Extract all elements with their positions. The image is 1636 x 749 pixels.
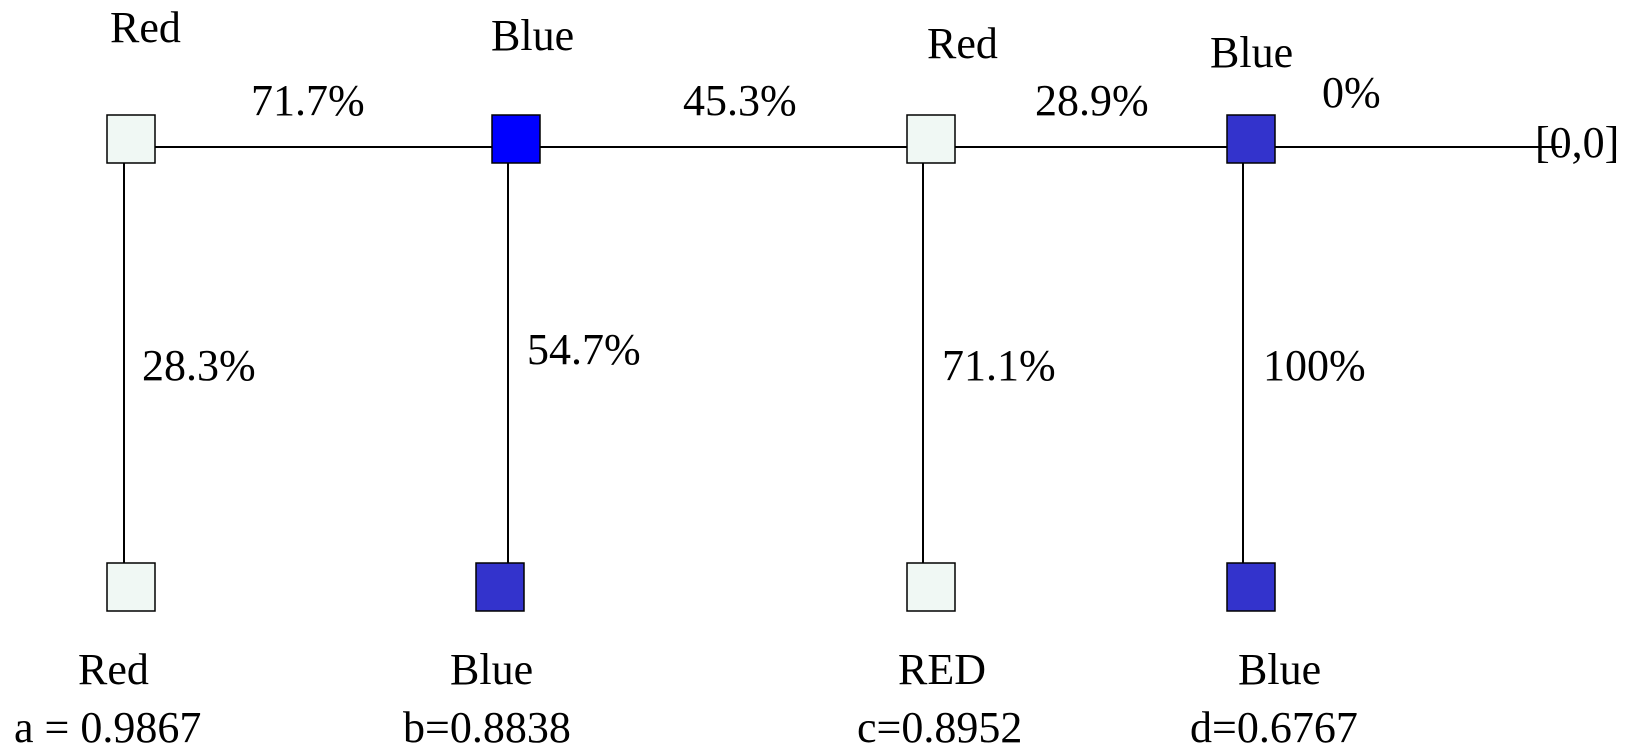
branch-edge-d-label: 100% xyxy=(1263,341,1366,390)
top-node-1-label: Red xyxy=(110,3,181,52)
top-node-2-label: Blue xyxy=(491,11,574,60)
leaf-d-label: Blue xyxy=(1238,645,1321,694)
top-node-3 xyxy=(906,114,956,164)
leaf-c-label: RED xyxy=(898,645,986,694)
leaf-b-label: Blue xyxy=(450,645,533,694)
top-node-4 xyxy=(1226,114,1276,164)
top-node-2 xyxy=(491,114,541,164)
leaf-a-value: a = 0.9867 xyxy=(14,703,201,749)
spine-edge-1-label: 71.7% xyxy=(251,76,365,125)
terminal-label: [0,0] xyxy=(1535,118,1619,167)
top-node-4-label: Blue xyxy=(1210,28,1293,77)
spine-edge-2-label: 45.3% xyxy=(683,76,797,125)
leaf-node-a xyxy=(106,562,156,612)
leaf-c-value: c=0.8952 xyxy=(857,703,1022,749)
leaf-d-value: d=0.6767 xyxy=(1190,703,1358,749)
branch-edge-a-label: 28.3% xyxy=(142,341,256,390)
spine-edge-3-label: 28.9% xyxy=(1035,76,1149,125)
leaf-node-c xyxy=(906,562,956,612)
spine-edge-4-label: 0% xyxy=(1322,68,1381,117)
top-node-3-label: Red xyxy=(927,19,998,68)
branch-edge-c-label: 71.1% xyxy=(942,341,1056,390)
leaf-a-label: Red xyxy=(78,645,149,694)
branch-edge-b-label: 54.7% xyxy=(527,325,641,374)
leaf-node-d xyxy=(1226,562,1276,612)
leaf-b-value: b=0.8838 xyxy=(403,703,571,749)
leaf-node-b xyxy=(475,562,525,612)
top-node-1 xyxy=(106,114,156,164)
